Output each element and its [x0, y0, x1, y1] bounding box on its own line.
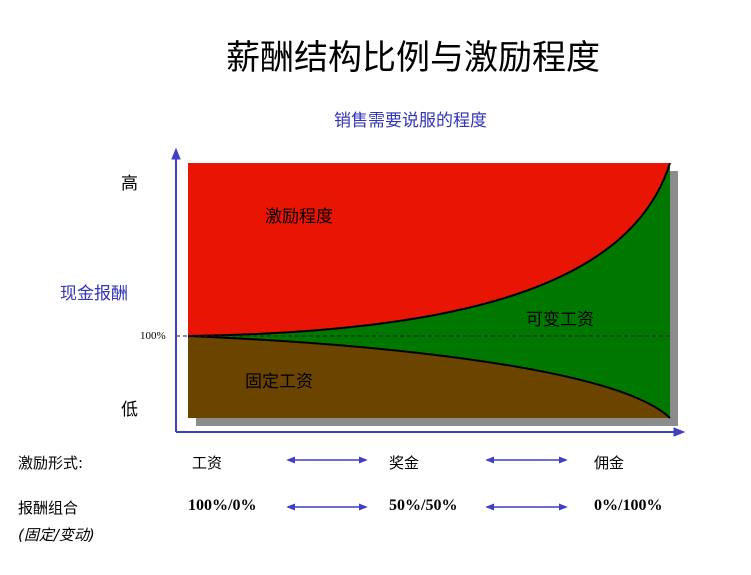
- lower-curve: [187, 335, 671, 419]
- row-label-pay-mix: 报酬组合: [18, 499, 79, 517]
- region-fixed-pay: [188, 336, 670, 418]
- y-axis-label: 现金报酬: [60, 284, 128, 304]
- page-title: 薪酬结构比例与激励程度: [226, 38, 600, 78]
- mix-value: 50%/50%: [389, 497, 458, 514]
- row-label-incentive-form: 激励形式:: [18, 454, 84, 472]
- mix-value: 0%/100%: [594, 497, 663, 514]
- y-low-label: 低: [121, 400, 138, 420]
- region-label-variable-pay: 可变工资: [526, 310, 594, 330]
- form-value: 佣金: [594, 454, 625, 472]
- form-value: 奖金: [389, 454, 420, 472]
- row-sublabel-pay-mix: (固定/变动): [18, 526, 95, 544]
- upper-curve: [187, 162, 671, 337]
- region-label-fixed-pay: 固定工资: [245, 372, 313, 392]
- x-axis-label: 销售需要说服的程度: [334, 111, 487, 131]
- y-high-label: 高: [121, 174, 138, 194]
- reference-label: 100%: [140, 330, 166, 342]
- mix-value: 100%/0%: [188, 497, 257, 514]
- form-value: 工资: [192, 454, 223, 472]
- region-variable-pay: [188, 163, 670, 418]
- region-label-incentive: 激励程度: [265, 207, 333, 227]
